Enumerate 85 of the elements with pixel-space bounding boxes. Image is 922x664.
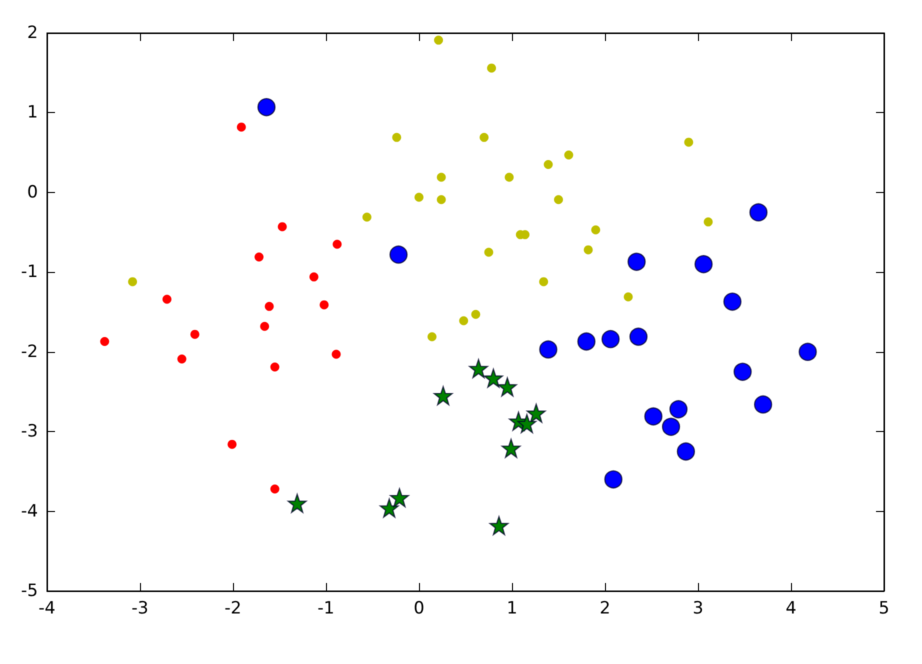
- point: [480, 132, 489, 142]
- point: [436, 195, 446, 204]
- y-tick-label: -1: [21, 262, 38, 282]
- y-tick-label: 0: [27, 182, 38, 202]
- point: [332, 350, 341, 359]
- point: [468, 358, 488, 378]
- point: [390, 488, 410, 508]
- point: [694, 255, 713, 274]
- point: [362, 212, 372, 222]
- point: [604, 470, 622, 488]
- y-tick-label: 2: [27, 23, 38, 43]
- x-tick-label: 2: [600, 598, 610, 618]
- point: [257, 98, 276, 116]
- point: [628, 252, 646, 271]
- point: [684, 138, 694, 147]
- point: [723, 292, 742, 311]
- point: [100, 336, 110, 346]
- point: [704, 217, 713, 226]
- point: [434, 386, 453, 406]
- point: [644, 407, 662, 426]
- x-tick-label: 4: [786, 598, 796, 618]
- point: [577, 332, 596, 351]
- y-tick-label: 1: [27, 102, 38, 123]
- point: [436, 172, 446, 182]
- point: [459, 316, 468, 326]
- point: [380, 498, 399, 518]
- point: [320, 300, 329, 310]
- x-tick-label: 3: [692, 598, 704, 618]
- point: [539, 277, 548, 286]
- x-tick-label: -3: [132, 598, 148, 618]
- point: [487, 64, 496, 73]
- point: [264, 302, 274, 311]
- x-tick-label: -1: [318, 598, 334, 618]
- point: [517, 414, 536, 434]
- point: [676, 442, 696, 461]
- x-tick-label: 0: [414, 598, 424, 618]
- point: [624, 292, 633, 302]
- x-tick-label: 5: [878, 598, 890, 618]
- point: [278, 222, 287, 232]
- point: [754, 395, 772, 414]
- x-tick-label: -2: [224, 598, 242, 618]
- point: [601, 330, 620, 348]
- point: [591, 225, 600, 234]
- point: [498, 377, 517, 397]
- point: [584, 245, 593, 254]
- point: [662, 418, 680, 436]
- point: [228, 440, 237, 449]
- point: [471, 310, 480, 319]
- point: [414, 192, 424, 202]
- y-tick-label: -3: [21, 422, 38, 442]
- point: [734, 362, 752, 381]
- point: [544, 160, 553, 170]
- y-tick-label: -2: [21, 342, 38, 362]
- point: [501, 438, 521, 458]
- point: [749, 203, 768, 222]
- point: [526, 404, 546, 423]
- point: [554, 195, 563, 204]
- point: [489, 516, 509, 536]
- point: [309, 272, 318, 282]
- point: [629, 328, 648, 346]
- y-tick-label: -5: [21, 581, 38, 601]
- x-tick-label: 1: [506, 598, 518, 618]
- point: [128, 277, 138, 286]
- point: [798, 342, 817, 361]
- point: [236, 122, 246, 132]
- point: [539, 340, 558, 359]
- y-tick-label: -4: [21, 501, 38, 522]
- point: [177, 354, 186, 364]
- point: [504, 172, 514, 182]
- point: [428, 332, 437, 342]
- point: [434, 36, 444, 45]
- point: [190, 330, 200, 339]
- point: [389, 246, 408, 264]
- point: [270, 484, 280, 494]
- point: [392, 132, 402, 142]
- point: [270, 362, 280, 372]
- point: [260, 322, 270, 331]
- point: [484, 368, 503, 388]
- point: [332, 240, 342, 249]
- point: [254, 252, 264, 262]
- point: [288, 494, 307, 513]
- point: [162, 294, 172, 304]
- point: [564, 150, 574, 160]
- point: [669, 400, 688, 418]
- point: [484, 248, 494, 257]
